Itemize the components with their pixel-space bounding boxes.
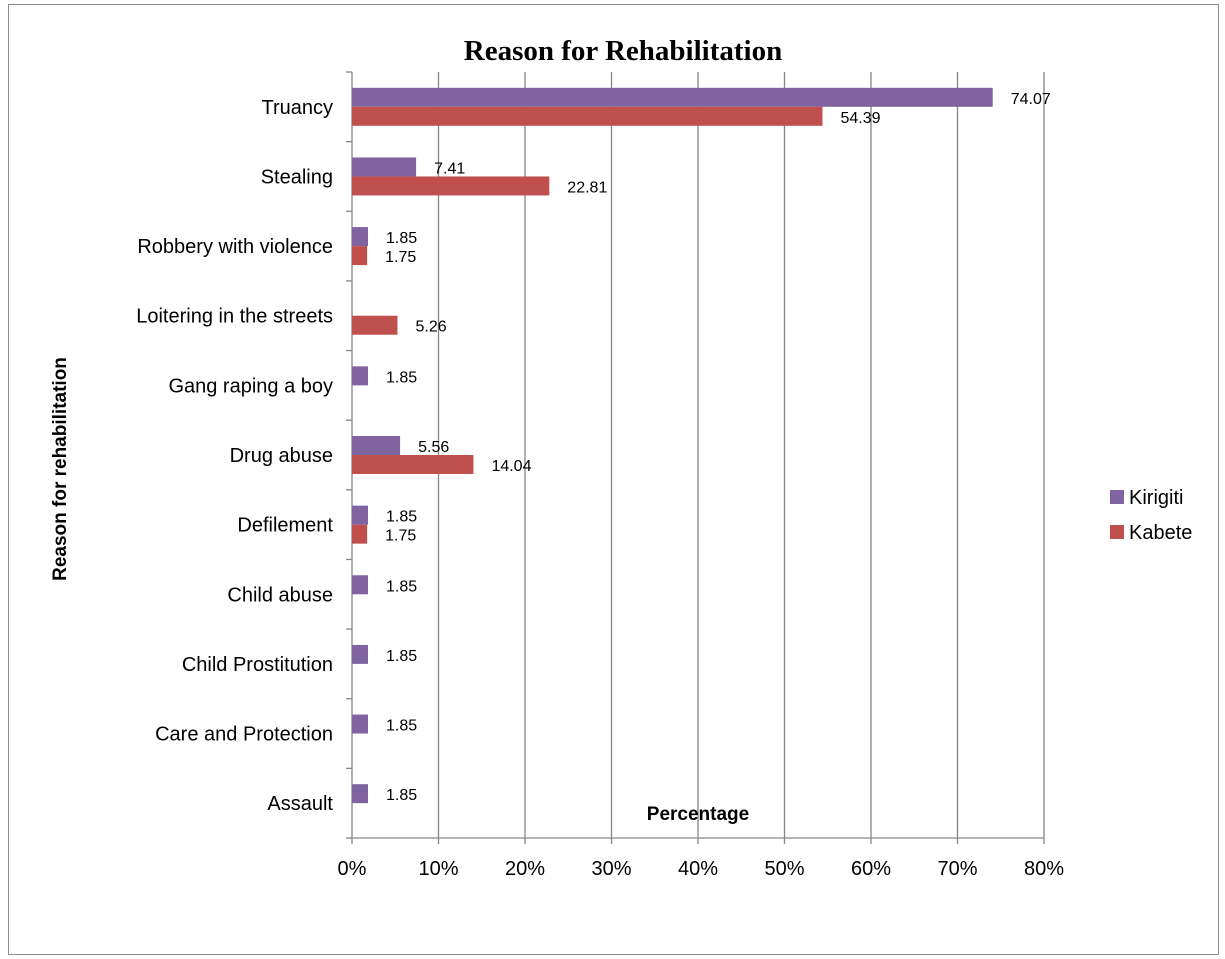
category-label: Gang raping a boy (168, 375, 333, 397)
category-label: Drug abuse (230, 445, 333, 467)
data-label: 14.04 (491, 458, 531, 475)
x-tick-label: 50% (764, 858, 804, 880)
data-label: 22.81 (567, 179, 607, 196)
legend-label-kabete: Kabete (1129, 522, 1192, 544)
chart-title: Reason for Rehabilitation (464, 35, 782, 67)
category-label: Child abuse (227, 584, 333, 606)
data-label: 54.39 (840, 110, 880, 127)
bar-kirigiti (352, 87, 993, 107)
legend: Kirigiti Kabete (1110, 487, 1192, 544)
category-label: Robbery with violence (137, 236, 333, 258)
category-label: Loitering in the streets (136, 306, 333, 328)
bar-kirigiti (352, 366, 369, 386)
x-tick-label: 20% (505, 858, 545, 880)
category-label: Child Prostitution (182, 654, 333, 676)
x-tick-label: 60% (851, 858, 891, 880)
bar-kirigiti (352, 575, 369, 595)
data-label: 7.41 (434, 160, 465, 177)
bar-kirigiti (352, 784, 369, 804)
data-label: 1.85 (386, 787, 417, 804)
category-label: Assault (267, 793, 333, 815)
category-label: Care and Protection (155, 724, 333, 746)
data-label: 5.56 (418, 439, 449, 456)
legend-label-kirigiti: Kirigiti (1129, 487, 1183, 509)
data-label: 1.85 (386, 369, 417, 386)
category-labels: Truancy Stealing Robbery with violence Loit… (136, 97, 333, 815)
x-tick-label: 10% (418, 858, 458, 880)
legend-swatch-kabete (1110, 525, 1124, 539)
bar-chart: Reason for Rehabilitation 74.07 54.39 7.41… (50, 35, 1192, 880)
bar-kirigiti (352, 157, 417, 177)
bar-kabete (352, 455, 474, 474)
data-label: 1.85 (386, 648, 417, 665)
chart-frame: Reason for Rehabilitation 74.07 54.39 7.41… (8, 4, 1219, 955)
x-tick-labels: 0% 10% 20% 30% 40% 50% 60% 70% 80% (338, 858, 1065, 880)
bar-kabete (352, 106, 823, 126)
data-label: 1.85 (386, 509, 417, 526)
bar-kabete (352, 315, 398, 335)
x-tick-label: 0% (338, 858, 367, 880)
category-label: Stealing (261, 166, 333, 188)
bars (352, 87, 993, 804)
data-label: 1.75 (385, 249, 416, 266)
legend-swatch-kirigiti (1110, 490, 1124, 504)
category-label: Truancy (261, 97, 333, 119)
data-label: 1.85 (386, 578, 417, 595)
x-tick-label: 40% (678, 858, 718, 880)
bar-kirigiti (352, 644, 369, 664)
data-label: 1.85 (386, 718, 417, 735)
data-label: 1.85 (386, 230, 417, 247)
x-axis-title: Percentage (647, 804, 749, 825)
bar-kabete (352, 246, 368, 266)
x-tick-label: 80% (1024, 858, 1064, 880)
category-label: Defilement (237, 515, 333, 537)
bar-kirigiti (352, 227, 369, 247)
bar-kabete (352, 524, 368, 544)
gridlines (437, 72, 1045, 838)
data-label: 74.07 (1011, 91, 1051, 108)
x-tick-label: 30% (591, 858, 631, 880)
bar-kabete (352, 176, 550, 196)
y-axis-title: Reason for rehabilitation (50, 357, 71, 581)
data-labels: 74.07 54.39 7.41 22.81 1.85 1.75 5.26 1.85 5.56 1… (385, 91, 1051, 804)
x-tick-label: 70% (937, 858, 977, 880)
bar-kirigiti (352, 505, 369, 525)
data-label: 5.26 (415, 319, 446, 336)
bar-kirigiti (352, 714, 369, 734)
data-label: 1.75 (385, 528, 416, 545)
bar-kirigiti (352, 436, 401, 455)
